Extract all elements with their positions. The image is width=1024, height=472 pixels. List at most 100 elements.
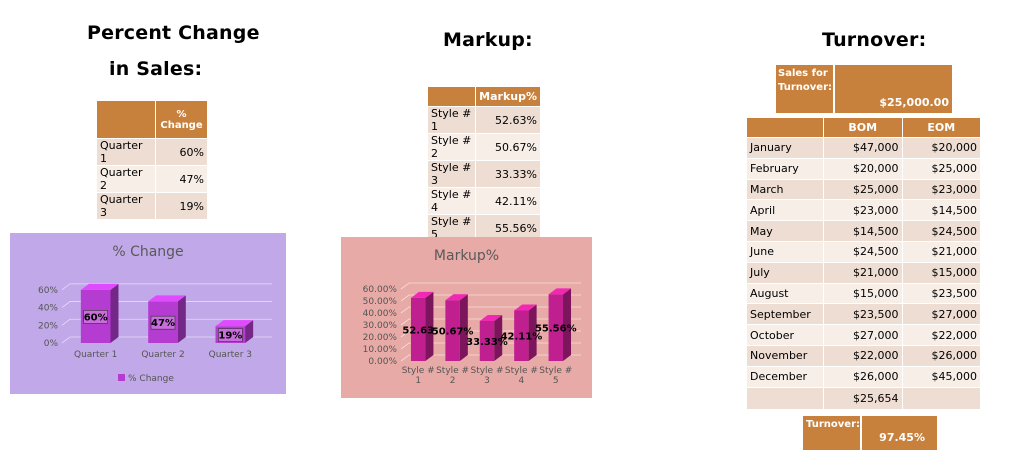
y-tick-label: 60% bbox=[38, 286, 58, 296]
x-tick-label: Style # bbox=[539, 366, 572, 376]
x-tick-label: 2 bbox=[450, 376, 456, 386]
eom-cell: $27,000 bbox=[901, 303, 981, 326]
month-cell: September bbox=[746, 303, 824, 326]
bar-top bbox=[548, 288, 572, 295]
eom-cell: $15,000 bbox=[901, 261, 981, 284]
data-label: 19% bbox=[218, 331, 242, 342]
markup-table: Markup% Style # 1 52.63% Style # 2 50.67… bbox=[426, 86, 541, 242]
table-row: Quarter 1 60% bbox=[96, 138, 208, 166]
row-value: 42.11% bbox=[475, 187, 541, 215]
percent-change-title: Percent Change bbox=[87, 22, 260, 44]
x-tick-label: Style # bbox=[402, 366, 435, 376]
bom-cell: $23,500 bbox=[823, 303, 903, 326]
eom-cell: $25,000 bbox=[901, 157, 981, 180]
bar-side bbox=[494, 315, 503, 361]
month-cell: October bbox=[746, 324, 824, 346]
month-cell: December bbox=[746, 365, 824, 388]
bar bbox=[215, 326, 246, 343]
row-value: 19% bbox=[155, 192, 208, 220]
chart-title: Markup% bbox=[434, 248, 499, 264]
gridline bbox=[61, 283, 272, 291]
table-row: November $22,000 $26,000 bbox=[746, 344, 981, 367]
bar-side bbox=[459, 294, 468, 361]
turnover-table: BOM EOM January $47,000 $20,000 February $20… bbox=[746, 117, 981, 410]
eom-cell: $23,000 bbox=[901, 178, 981, 201]
x-tick-label: 1 bbox=[415, 376, 421, 386]
gridline bbox=[61, 301, 272, 308]
data-label-box bbox=[150, 315, 176, 330]
table-corner bbox=[96, 100, 156, 139]
data-label: 33.33% bbox=[466, 337, 508, 348]
x-tick-label: Style # bbox=[470, 366, 503, 376]
table-row: August $15,000 $23,500 bbox=[746, 282, 981, 305]
bar bbox=[80, 289, 111, 343]
data-label-box bbox=[218, 328, 243, 342]
data-label: 42.11% bbox=[501, 332, 543, 343]
row-value: 60% bbox=[155, 138, 208, 166]
y-tick-label: 50.00% bbox=[363, 297, 398, 307]
gridline bbox=[400, 294, 581, 302]
legend-swatch bbox=[118, 374, 125, 381]
chart-title: % Change bbox=[112, 244, 183, 260]
row-label: Style # 4 bbox=[426, 187, 477, 215]
row-label: Quarter 1 bbox=[96, 138, 156, 166]
bom-header: BOM bbox=[823, 117, 903, 138]
y-tick-label: 0.00% bbox=[368, 357, 397, 367]
legend-label: % Change bbox=[128, 374, 174, 384]
eom-cell: $45,000 bbox=[901, 365, 981, 388]
sales-for-turnover-label: Sales for Turnover: bbox=[776, 65, 833, 113]
bom-cell: $25,000 bbox=[823, 178, 903, 201]
table-row: December $26,000 $45,000 bbox=[746, 365, 981, 388]
eom-cell: $20,000 bbox=[901, 137, 981, 159]
bar-side bbox=[563, 288, 572, 361]
bom-cell: $27,000 bbox=[823, 324, 903, 346]
average-eom-empty bbox=[901, 386, 981, 410]
month-cell: November bbox=[746, 344, 824, 367]
table-row: Style # 4 42.11% bbox=[426, 187, 541, 215]
x-tick-label: Style # bbox=[436, 366, 469, 376]
bar-top bbox=[80, 283, 119, 290]
data-label: 50.67% bbox=[432, 327, 474, 338]
table-corner bbox=[746, 117, 824, 138]
turnover-result-value: 97.45% bbox=[862, 416, 937, 450]
bom-cell: $22,000 bbox=[823, 344, 903, 367]
table-row: October $27,000 $22,000 bbox=[746, 324, 981, 346]
data-label: 47% bbox=[151, 318, 175, 329]
month-cell: March bbox=[746, 178, 824, 201]
eom-cell: $22,000 bbox=[901, 324, 981, 346]
turnover-result-label: Turnover: bbox=[803, 416, 860, 450]
bom-cell: $47,000 bbox=[823, 137, 903, 159]
table-row: February $20,000 $25,000 bbox=[746, 157, 981, 180]
bar-top bbox=[514, 304, 537, 311]
bar-top bbox=[215, 320, 254, 327]
bar-side bbox=[528, 304, 537, 361]
table-row: September $23,500 $27,000 bbox=[746, 303, 981, 326]
month-cell: February bbox=[746, 157, 824, 180]
markup-chart: Markup% 0.00% 10.00% 20.00% 30.00% 40.00% 50.0… bbox=[341, 237, 592, 398]
table-row: Quarter 2 47% bbox=[96, 165, 208, 193]
gridline bbox=[400, 282, 581, 290]
percent-change-subtitle: in Sales: bbox=[109, 58, 203, 80]
table-row: Style # 1 52.63% bbox=[426, 106, 541, 134]
bar bbox=[514, 310, 529, 361]
x-tick-label: Quarter 1 bbox=[74, 350, 117, 360]
table-corner bbox=[426, 86, 477, 107]
month-cell: January bbox=[746, 137, 824, 159]
bar-side bbox=[110, 283, 119, 343]
row-value: 50.67% bbox=[475, 133, 541, 161]
table-row: May $14,500 $24,500 bbox=[746, 220, 981, 242]
row-value: 33.33% bbox=[475, 160, 541, 188]
eom-cell: $21,000 bbox=[901, 240, 981, 263]
percent-change-chart: % Change 0% 20% 40% 60% 60% Quarter 1 47% Quarte… bbox=[10, 233, 286, 394]
bar bbox=[479, 321, 495, 361]
x-tick-label: 5 bbox=[553, 376, 559, 386]
average-bom: $25,654 bbox=[823, 386, 903, 410]
data-label: 60% bbox=[84, 312, 108, 323]
table-row: June $24,500 $21,000 bbox=[746, 240, 981, 263]
data-label: 52.63 bbox=[402, 325, 434, 336]
bar bbox=[410, 297, 426, 361]
bar-top bbox=[445, 294, 468, 301]
bar-side bbox=[245, 320, 254, 343]
bar-top bbox=[410, 291, 434, 298]
bar-top bbox=[479, 315, 503, 322]
